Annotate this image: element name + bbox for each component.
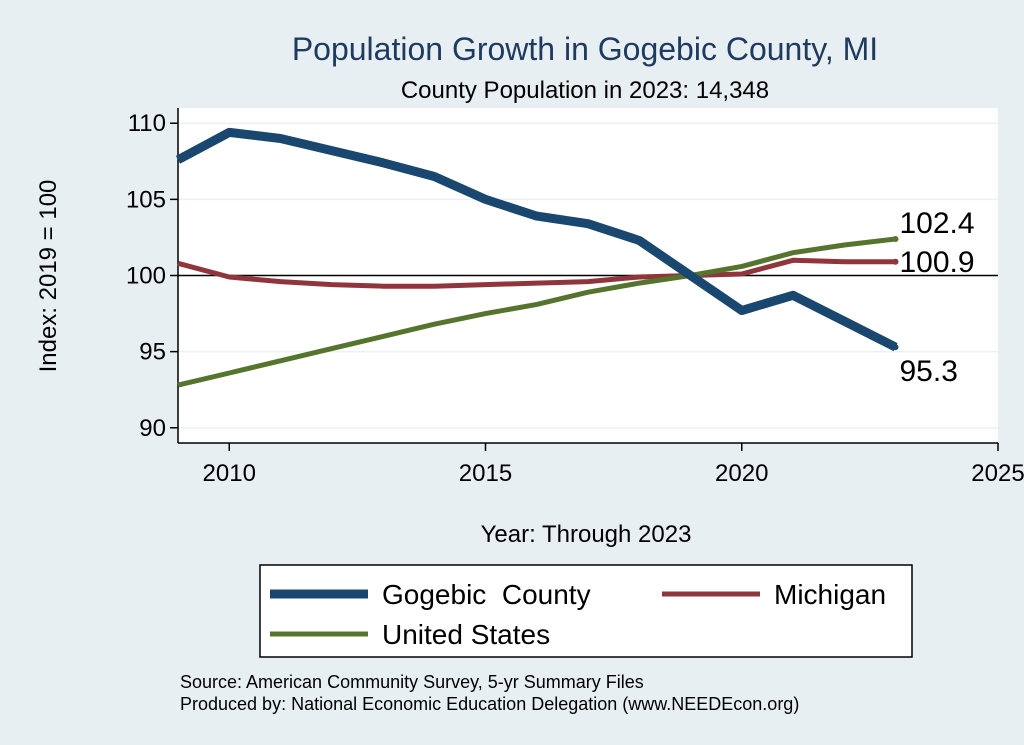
legend-box — [259, 564, 913, 658]
y-tick-label: 90 — [139, 415, 166, 442]
chart-subtitle: County Population in 2023: 14,348 — [401, 77, 769, 104]
end-marker — [892, 235, 899, 242]
x-tick-label: 2020 — [715, 460, 768, 487]
legend-label-united-states: United States — [382, 619, 550, 650]
x-axis-title: Year: Through 2023 — [481, 521, 692, 548]
y-tick-label: 100 — [126, 263, 166, 290]
y-tick-label: 105 — [126, 186, 166, 213]
y-axis-title: Index: 2019 = 100 — [35, 180, 62, 373]
end-labels: 95.3 100.9 102.4 — [892, 207, 975, 388]
axes: 90 95 100 105 110 2010 2015 2020 2025 — [126, 108, 1024, 487]
end-label: 100.9 — [900, 246, 975, 279]
x-tick-label: 2025 — [971, 460, 1024, 487]
series-line-united-states — [177, 236, 896, 388]
series-line-michigan — [177, 257, 896, 289]
end-marker — [892, 258, 899, 265]
legend: Gogebic County Michigan United States — [270, 579, 886, 650]
source-note: Source: American Community Survey, 5-yr … — [180, 672, 644, 692]
legend-label-gogebic-county: Gogebic County — [382, 579, 591, 610]
y-tick-label: 110 — [128, 110, 166, 137]
legend-label-michigan: Michigan — [774, 579, 886, 610]
x-tick-label: 2010 — [203, 460, 256, 487]
end-label: 102.4 — [900, 207, 975, 240]
chart-title: Population Growth in Gogebic County, MI — [292, 31, 878, 67]
series-lines — [175, 127, 898, 388]
y-tick-label: 95 — [139, 339, 166, 366]
end-label: 95.3 — [900, 355, 958, 388]
produced-by-note: Produced by: National Economic Education… — [180, 694, 799, 714]
end-marker — [892, 344, 899, 351]
series-line-gogebic-county — [175, 127, 898, 352]
x-tick-label: 2015 — [459, 460, 512, 487]
